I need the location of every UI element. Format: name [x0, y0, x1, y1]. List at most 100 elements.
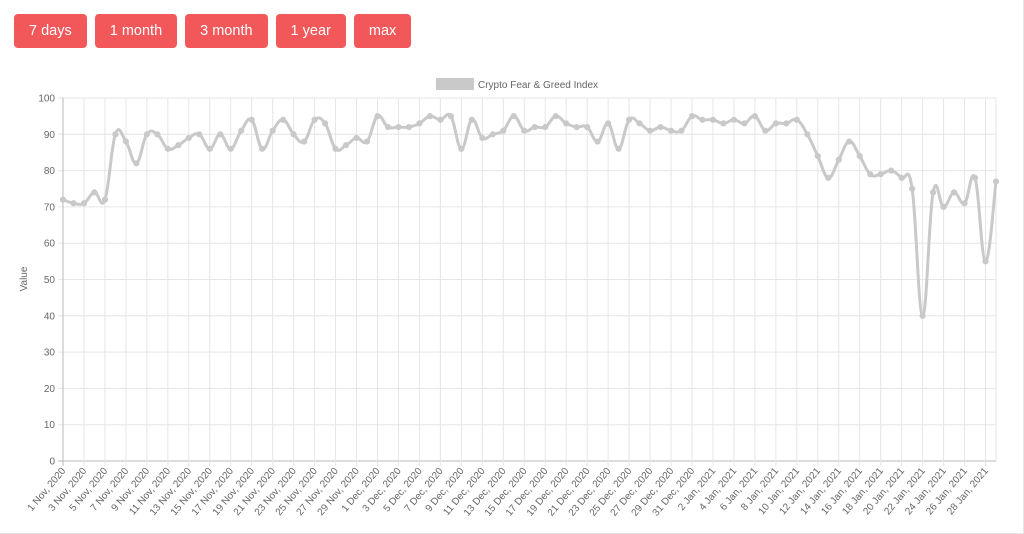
data-point[interactable]	[468, 116, 475, 123]
data-point[interactable]	[458, 145, 465, 152]
data-point[interactable]	[363, 138, 371, 145]
data-point[interactable]	[772, 120, 779, 127]
data-point[interactable]	[479, 134, 486, 142]
range-1-year-button[interactable]: 1 year	[275, 14, 346, 48]
data-point[interactable]	[688, 113, 696, 120]
data-point[interactable]	[961, 200, 968, 207]
data-point[interactable]	[59, 196, 67, 203]
y-tick-label: 10	[44, 420, 56, 431]
data-point[interactable]	[678, 127, 685, 134]
data-point[interactable]	[238, 127, 245, 134]
data-point[interactable]	[783, 120, 790, 127]
data-point[interactable]	[133, 160, 140, 167]
range-1-month-button[interactable]: 1 month	[94, 14, 178, 48]
data-point[interactable]	[70, 200, 77, 207]
data-point[interactable]	[877, 171, 884, 178]
data-point[interactable]	[573, 123, 580, 131]
data-point[interactable]	[625, 116, 633, 123]
data-point[interactable]	[321, 120, 329, 127]
data-point[interactable]	[143, 131, 150, 138]
data-point[interactable]	[950, 189, 958, 196]
data-point[interactable]	[395, 123, 402, 131]
data-point[interactable]	[835, 156, 842, 163]
data-point[interactable]	[206, 145, 213, 152]
data-point[interactable]	[405, 123, 413, 131]
data-point[interactable]	[940, 203, 947, 210]
range-3-month-button[interactable]: 3 month	[185, 14, 268, 48]
data-point[interactable]	[531, 123, 538, 131]
data-point[interactable]	[667, 127, 675, 134]
data-point[interactable]	[846, 138, 853, 145]
data-point[interactable]	[489, 131, 496, 138]
data-point[interactable]	[867, 171, 874, 178]
data-point[interactable]	[112, 131, 119, 138]
data-point[interactable]	[280, 116, 287, 123]
data-point[interactable]	[185, 134, 192, 142]
data-point[interactable]	[563, 120, 570, 127]
data-point[interactable]	[227, 145, 234, 152]
data-point[interactable]	[594, 138, 601, 145]
data-point[interactable]	[615, 145, 622, 152]
data-point[interactable]	[154, 131, 161, 138]
data-point[interactable]	[91, 189, 98, 196]
data-point[interactable]	[751, 113, 758, 120]
data-point[interactable]	[730, 116, 738, 123]
data-point[interactable]	[542, 123, 549, 131]
data-point[interactable]	[699, 116, 706, 123]
data-point[interactable]	[175, 142, 182, 149]
data-point[interactable]	[416, 120, 423, 127]
data-point[interactable]	[259, 145, 266, 152]
data-point[interactable]	[814, 152, 821, 160]
data-point[interactable]	[217, 131, 224, 138]
data-point[interactable]	[384, 123, 392, 131]
data-point[interactable]	[646, 127, 654, 134]
data-point[interactable]	[825, 174, 832, 181]
data-point[interactable]	[992, 178, 1000, 185]
data-point[interactable]	[196, 131, 203, 138]
data-point[interactable]	[301, 138, 308, 145]
data-point[interactable]	[930, 189, 937, 196]
data-point[interactable]	[762, 127, 769, 134]
data-point[interactable]	[164, 145, 171, 152]
data-point[interactable]	[374, 113, 381, 120]
data-point[interactable]	[500, 127, 507, 134]
data-point[interactable]	[793, 116, 800, 123]
data-point[interactable]	[552, 113, 559, 120]
data-point[interactable]	[80, 200, 88, 207]
data-point[interactable]	[521, 127, 528, 134]
data-point[interactable]	[447, 113, 454, 120]
y-tick-label: 40	[44, 311, 56, 322]
data-point[interactable]	[510, 113, 517, 120]
data-point[interactable]	[605, 120, 612, 127]
chart-legend[interactable]: Crypto Fear & Greed Index	[436, 78, 598, 91]
data-point[interactable]	[804, 131, 811, 138]
data-point[interactable]	[919, 312, 926, 319]
range-max-button[interactable]: max	[353, 14, 412, 48]
data-point[interactable]	[982, 258, 989, 265]
data-point[interactable]	[741, 120, 748, 127]
data-point[interactable]	[856, 152, 863, 160]
data-point[interactable]	[437, 116, 444, 123]
data-point[interactable]	[720, 120, 727, 127]
data-point[interactable]	[709, 116, 717, 123]
data-point[interactable]	[332, 145, 339, 152]
data-point[interactable]	[426, 113, 434, 120]
range-7-days-button[interactable]: 7 days	[14, 14, 87, 48]
data-point[interactable]	[971, 174, 979, 181]
data-point[interactable]	[122, 138, 129, 145]
data-point[interactable]	[342, 142, 350, 149]
time-range-selector: 7 days 1 month 3 month 1 year max	[14, 14, 412, 48]
data-point[interactable]	[909, 185, 916, 192]
data-point[interactable]	[353, 134, 360, 142]
data-point[interactable]	[248, 116, 255, 123]
y-tick-label: 60	[44, 239, 56, 250]
data-point[interactable]	[657, 123, 664, 131]
data-point[interactable]	[584, 123, 591, 131]
data-point[interactable]	[101, 196, 109, 203]
data-point[interactable]	[311, 116, 318, 123]
data-point[interactable]	[898, 174, 905, 181]
data-point[interactable]	[269, 127, 276, 134]
data-point[interactable]	[636, 120, 643, 127]
data-point[interactable]	[290, 131, 297, 138]
data-point[interactable]	[888, 167, 895, 174]
